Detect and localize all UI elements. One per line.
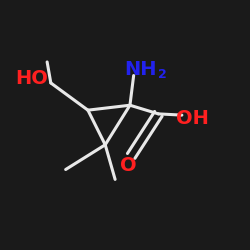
Text: OH: OH: [176, 109, 208, 128]
Text: HO: HO: [15, 68, 48, 87]
Text: O: O: [120, 156, 137, 175]
Text: NH: NH: [124, 60, 156, 79]
Text: 2: 2: [158, 68, 167, 81]
